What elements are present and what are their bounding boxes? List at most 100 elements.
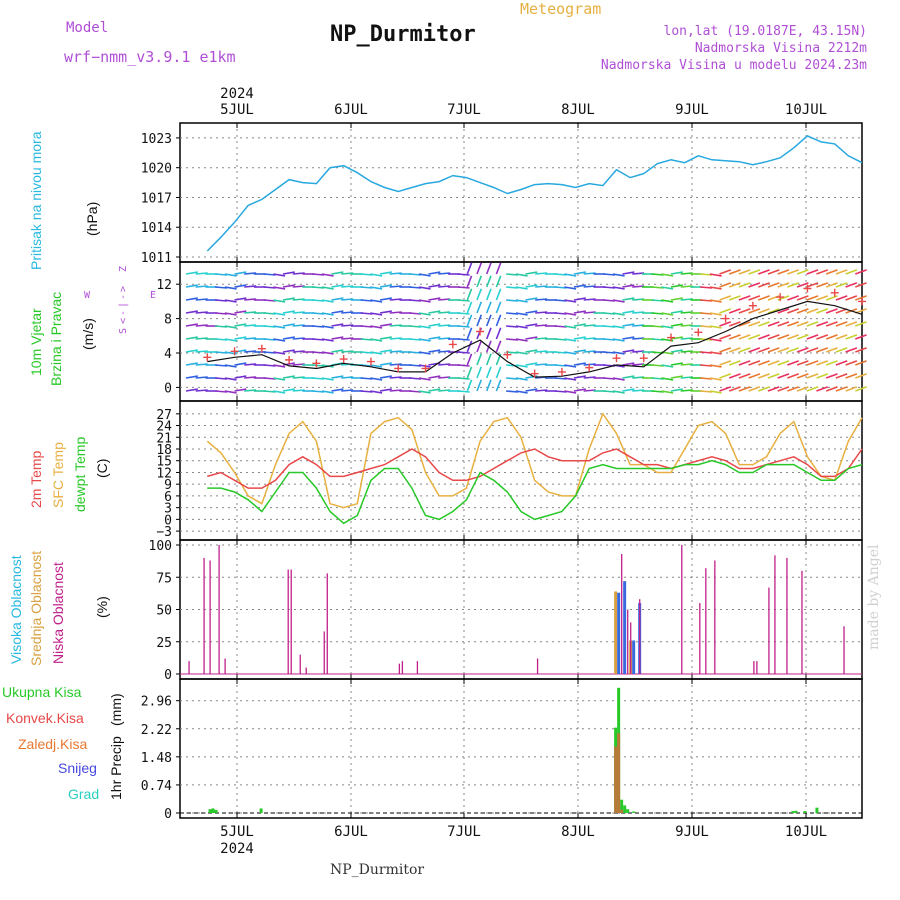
pressure-unit: (hPa): [84, 201, 100, 236]
wind-arrow: [535, 298, 548, 301]
wind-arrow: [767, 347, 780, 353]
wind-arrow: [661, 377, 674, 381]
y-tick-label: 24: [156, 420, 172, 435]
wind-arrow: [670, 375, 683, 379]
wind-arrow: [438, 376, 451, 379]
wind-arrow: [806, 334, 819, 340]
wind-arrow: [670, 271, 683, 275]
wind-arrow: [612, 338, 625, 342]
bottom-day-label: 7JUL: [447, 824, 481, 840]
temp-title3: dewpt Temp: [72, 436, 88, 512]
wind-arrow: [282, 323, 295, 327]
wind-arrow: [370, 377, 383, 381]
wind-arrow: [195, 363, 208, 366]
y-tick-label: 6: [164, 490, 172, 505]
y-tick-label: 1014: [141, 221, 172, 236]
low-cloud-bar: [401, 661, 404, 674]
wind-arrow: [244, 311, 257, 314]
wind-arrow: [234, 310, 247, 314]
wind-arrow: [758, 295, 770, 301]
wind-arrow: [466, 379, 473, 392]
wind-arrow: [728, 295, 741, 301]
wind-arrow: [796, 269, 809, 275]
wind-arrow: [855, 373, 867, 379]
wind-arrow: [816, 386, 829, 392]
total-precip-bar: [623, 805, 627, 813]
wind-arrow: [777, 386, 790, 392]
wind-arrow: [515, 325, 528, 329]
wind-arrow: [719, 308, 732, 314]
y-tick-label: 4: [164, 347, 172, 362]
wind-arrow: [370, 273, 383, 277]
wind-arrow: [816, 347, 829, 353]
wind-arrow: [835, 321, 848, 327]
low-cloud-bar: [801, 570, 803, 674]
wind-arrow: [535, 389, 548, 392]
wind-arrow: [525, 284, 538, 288]
wind-arrow: [612, 325, 625, 329]
wind-arrow: [244, 389, 257, 392]
wind-arrow: [438, 311, 451, 314]
wind-arrow: [195, 337, 208, 340]
wind-arrow: [719, 347, 732, 353]
wind-arrow: [234, 336, 247, 340]
wind-arrow: [680, 324, 693, 327]
wind-arrow: [292, 350, 305, 353]
wind-arrow: [709, 351, 722, 355]
wind-arrow: [515, 273, 528, 277]
wind-arrow: [661, 286, 674, 290]
wind-gust-mark: [748, 301, 757, 310]
wind-arrow: [341, 285, 354, 288]
y-tick-label: 15: [156, 455, 172, 470]
wind-arrow: [331, 310, 344, 314]
wind-arrow: [389, 376, 402, 379]
wind-arrow: [282, 310, 295, 314]
conv-precip-bar: [620, 809, 624, 813]
wind-arrow: [709, 273, 722, 277]
y-tick-label: 75: [156, 571, 172, 586]
wind-arrow: [282, 297, 295, 301]
wind-arrow: [632, 389, 645, 392]
low-cloud-bar: [681, 545, 683, 674]
wind-arrow: [476, 301, 483, 314]
low-cloud-bar: [299, 654, 301, 674]
model-label: Model: [66, 20, 109, 36]
low-cloud-bar: [203, 557, 205, 674]
wind-arrow: [855, 334, 867, 340]
wind-arrow: [495, 379, 502, 392]
wind-arrow: [195, 285, 208, 288]
wind-arrow: [728, 373, 741, 379]
wind-arrow: [418, 312, 431, 316]
wind-arrow: [273, 338, 286, 342]
wind-arrow: [515, 364, 528, 368]
wind-arrow: [583, 376, 596, 379]
wind-arrow: [495, 301, 502, 314]
wind-arrow: [845, 295, 858, 301]
wind-arrow: [787, 360, 799, 366]
wind-arrow: [777, 347, 790, 353]
wind-arrow: [292, 337, 305, 340]
low-cloud-bar: [416, 661, 419, 674]
y-tick-label: 8: [164, 313, 172, 328]
wind-gust-mark: [612, 354, 621, 363]
wind-arrow: [632, 350, 645, 353]
total-precip-bar: [208, 809, 212, 813]
wind-arrow: [234, 388, 247, 392]
wind-arrow: [583, 389, 596, 392]
low-cloud-bar: [627, 609, 629, 674]
y-tick-label: 0: [164, 668, 172, 683]
compass-dash-b: -: [118, 310, 129, 316]
cloud-title2: Srednja Oblacnost: [28, 550, 44, 666]
wind-arrow: [244, 350, 257, 353]
wind-arrow: [816, 295, 829, 301]
wind-arrow: [758, 347, 770, 353]
wind-arrow: [321, 299, 334, 303]
wind-arrow: [224, 338, 237, 342]
wind-arrow: [855, 386, 867, 392]
wind-arrow: [224, 377, 237, 381]
wind-arrow: [825, 334, 838, 340]
wind-arrow: [787, 308, 799, 314]
wind-arrow: [719, 295, 732, 301]
precip-unit: (mm): [108, 693, 124, 726]
